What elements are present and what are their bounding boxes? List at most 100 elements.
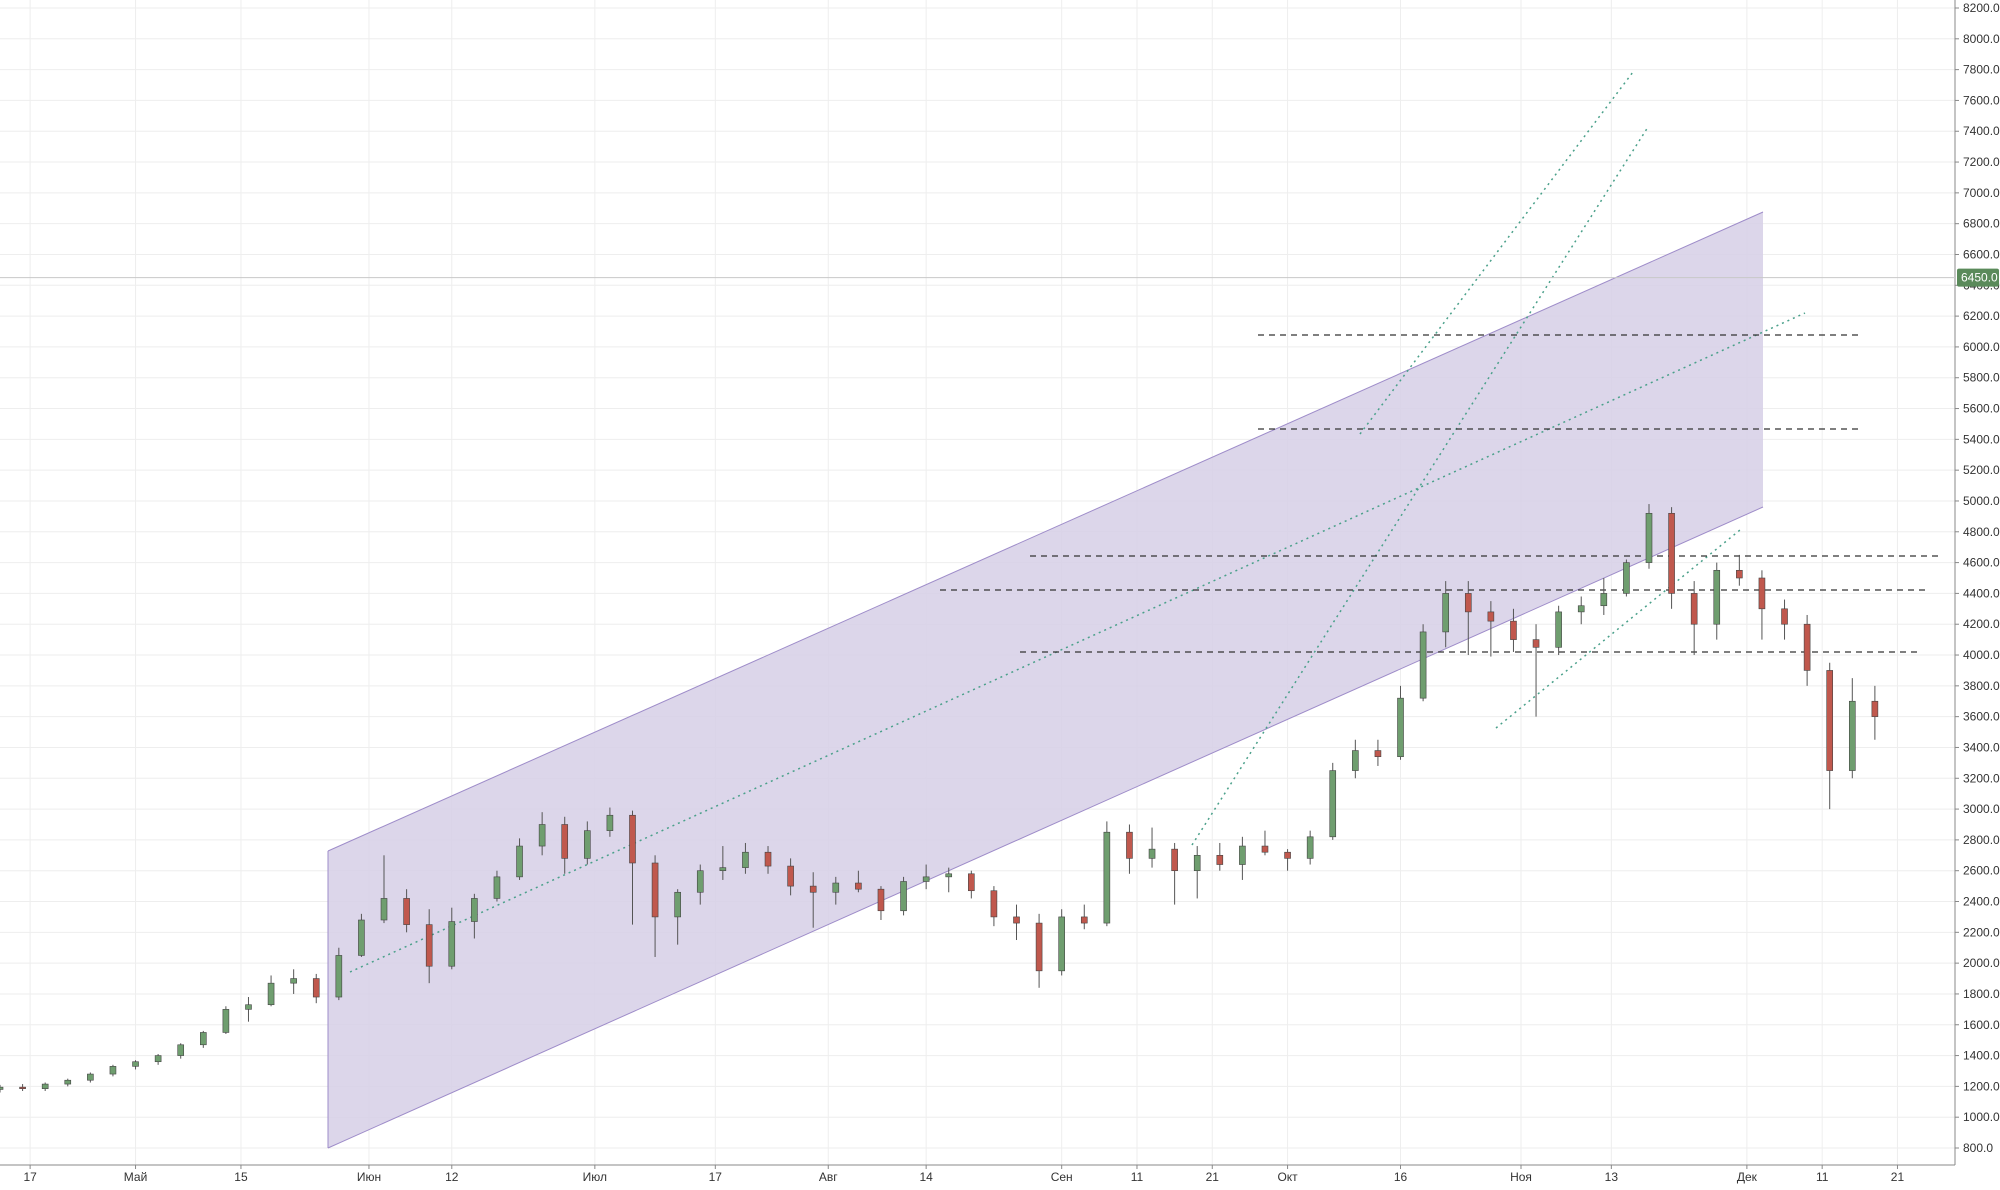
candle-body [945,873,953,878]
candle [358,913,365,957]
channel-fill [328,212,1763,1148]
time-tick-label: 12 [445,1170,459,1184]
candle-body [0,1086,4,1090]
candle-body [1126,831,1133,859]
candle-body [1171,848,1178,872]
candle [696,864,704,905]
candle-body [290,978,297,984]
candle-body [312,978,320,998]
candle [1352,739,1359,779]
candle [1419,624,1427,702]
candle [1193,846,1201,899]
candle-body [696,870,704,893]
candle [945,867,953,893]
candle [651,855,659,957]
price-tick-label: 7600.0 [1963,93,2000,107]
price-tick-label: 1800.0 [1963,987,2000,1001]
trend-line [1495,529,1741,729]
candle-body [403,898,410,925]
price-tick-label: 8000.0 [1963,32,2000,46]
candle-body [855,882,862,890]
price-tick-label: 6200.0 [1963,309,2000,323]
candle-body [64,1079,72,1085]
price-tick-label: 7000.0 [1963,186,2000,200]
candle-body [968,873,975,892]
candle-body [674,891,681,918]
candle-body [1193,854,1201,872]
candle-body [1058,916,1065,972]
candle [1171,842,1178,905]
candle [200,1030,207,1048]
candle-body [1758,577,1766,610]
candle-body [1736,569,1743,579]
trend-line [349,312,1806,973]
candle-body [651,862,659,918]
candle-body [1487,611,1495,622]
channel-lower-line [327,506,1764,1149]
candle [1261,830,1269,856]
price-tick-label: 3200.0 [1963,771,2000,785]
price-tick-label: 7400.0 [1963,124,2000,138]
candle-body [1397,697,1404,758]
candle [538,812,546,856]
candle [1239,836,1246,880]
candle [64,1078,72,1087]
time-tick-label: 21 [1206,1170,1220,1184]
candle [1623,559,1630,597]
candle [109,1064,117,1077]
candle [832,876,840,905]
time-tick-label: Авг [819,1170,838,1184]
candle [403,889,410,933]
candle [764,846,772,874]
candle [19,1084,26,1091]
time-tick-label: 11 [1131,1170,1144,1184]
price-tick-label: 5800.0 [1963,371,2000,385]
candle [922,864,930,890]
candle [1645,504,1653,569]
candle [312,973,320,1004]
candle-body [380,898,388,921]
time-tick-label: Июн [357,1170,381,1184]
candle-body [41,1083,49,1089]
candle-body [335,955,343,998]
price-tick-label: 7200.0 [1963,155,2000,169]
candle [177,1043,185,1059]
candle [1690,581,1698,656]
candle-body [493,876,501,899]
candle [1555,605,1562,656]
candle [1329,762,1337,840]
price-tick-label: 5000.0 [1963,494,2000,508]
time-tick-label: 21 [1891,1170,1905,1184]
candle-body [1261,845,1269,853]
price-tick-label: 6600.0 [1963,247,2000,261]
candle [1668,507,1675,609]
time-tick-label: 17 [23,1170,37,1184]
candle [516,838,523,880]
candle-body [1239,845,1246,865]
candle-body [1713,569,1721,625]
candle-body [425,924,433,967]
candle-body [1848,700,1856,771]
candle [584,821,591,865]
channel-upper-line [327,211,1764,852]
candle [1080,904,1088,930]
time-tick-label: 11 [1816,1170,1829,1184]
price-tick-label: 1000.0 [1963,1110,2000,1124]
candle-body [1080,916,1088,924]
candles [0,504,1879,1093]
candle-body [1623,562,1630,594]
candle-body [1464,593,1472,613]
trend-line [1191,126,1649,846]
candle-body [109,1066,117,1075]
candle-body [1329,770,1337,838]
candle-body [87,1073,94,1081]
candle-body [471,898,478,922]
regression-channel [327,211,1764,1149]
candle [606,807,614,837]
candle [0,1084,4,1093]
candle [245,997,252,1022]
candle-body [1577,605,1585,613]
candle-body [1871,700,1879,717]
